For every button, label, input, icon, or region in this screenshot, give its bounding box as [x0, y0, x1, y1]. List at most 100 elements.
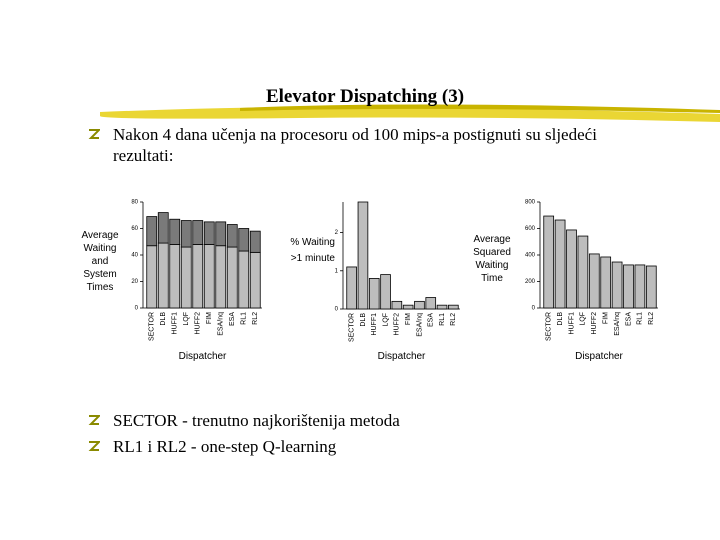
y-tick-label: 0	[335, 307, 339, 313]
bar-segment	[157, 212, 169, 244]
x-tick-label: RL2	[648, 312, 655, 325]
x-axis-label: Dispatcher	[575, 351, 623, 362]
x-tick-label: SECTOR	[149, 312, 156, 341]
x-tick-label: LQF	[580, 312, 587, 326]
y-axis-label: Times	[87, 282, 114, 293]
bar-segment	[146, 245, 158, 309]
x-tick-label: RL2	[252, 312, 259, 325]
bar	[346, 266, 357, 310]
bar	[600, 256, 612, 309]
x-tick-label: RL1	[241, 312, 248, 325]
y-axis-label: Waiting	[476, 260, 509, 271]
bar-segment	[157, 242, 169, 309]
bar	[645, 265, 657, 309]
y-axis-label: and	[92, 256, 109, 267]
bar	[402, 304, 414, 310]
y-axis-label: >1 minute	[291, 253, 336, 264]
bullet-text: SECTOR - trenutno najkorištenija metoda	[113, 411, 400, 430]
x-tick-label: HUFF2	[591, 312, 598, 335]
x-tick-label: FIM	[603, 312, 610, 324]
bar	[554, 219, 566, 309]
bar-segment	[192, 243, 204, 309]
y-tick-label: 0	[135, 306, 139, 312]
x-tick-label: ESA/nq	[218, 312, 225, 336]
x-tick-label: DLB	[360, 313, 367, 327]
bar-segment	[169, 218, 181, 245]
x-tick-label: LQF	[183, 312, 190, 326]
x-tick-label: ESA	[428, 313, 435, 327]
y-tick-label: 200	[525, 279, 536, 285]
x-tick-label: RL1	[439, 313, 446, 326]
x-tick-label: ESA/nq	[614, 312, 621, 336]
bar	[634, 264, 646, 309]
x-tick-label: DLB	[160, 312, 167, 326]
x-tick-label: HUFF2	[394, 313, 401, 336]
bullet-mark	[88, 441, 100, 451]
bar	[357, 201, 369, 310]
bar	[414, 300, 425, 310]
x-tick-label: SECTOR	[348, 313, 355, 342]
x-tick-label: HUFF2	[195, 312, 202, 335]
bullet-mark	[88, 129, 100, 139]
y-tick-label: 1	[335, 268, 339, 274]
bar-segment	[249, 230, 261, 253]
y-axis-label: Time	[481, 273, 503, 284]
bullet-text: RL1 i RL2 - one-step Q-learning	[113, 437, 337, 456]
x-tick-label: HUFF1	[371, 313, 378, 336]
bar-segment	[180, 246, 192, 309]
bar	[623, 264, 634, 309]
y-tick-label: 60	[131, 226, 138, 232]
bullet-text: Nakon 4 dana učenja na procesoru od 100 …	[113, 125, 597, 165]
x-tick-label: ESA	[625, 312, 632, 326]
bullet-mark	[88, 415, 100, 425]
x-tick-label: HUFF1	[568, 312, 575, 335]
bar-segment	[203, 243, 215, 309]
y-axis-label: Waiting	[84, 243, 117, 254]
bar-segment	[180, 220, 192, 248]
bar-segment	[238, 250, 250, 309]
y-tick-label: 40	[131, 253, 138, 259]
y-tick-label: 20	[131, 279, 138, 285]
bar	[425, 297, 437, 310]
bar-segment	[249, 251, 261, 309]
bar	[368, 278, 380, 310]
bar-segment	[203, 221, 215, 245]
x-axis-label: Dispatcher	[179, 351, 227, 362]
bar	[588, 253, 600, 309]
bar	[436, 304, 448, 310]
bullet: Nakon 4 dana učenja na procesoru od 100 …	[88, 124, 623, 166]
bar	[566, 229, 577, 309]
bar-segment	[226, 246, 238, 309]
y-tick-label: 600	[525, 226, 536, 232]
y-axis-label: Squared	[473, 247, 511, 258]
y-tick-label: 0	[532, 306, 536, 312]
x-tick-label: SECTOR	[546, 312, 553, 341]
bar-segment	[215, 221, 227, 247]
x-tick-label: DLB	[557, 312, 564, 326]
bar	[380, 274, 391, 310]
y-tick-label: 2	[335, 230, 339, 236]
x-tick-label: FIM	[405, 313, 412, 325]
bar	[611, 261, 623, 309]
bar-segment	[192, 220, 204, 245]
x-tick-label: FIM	[206, 312, 213, 324]
bar-segment	[238, 228, 250, 252]
bar-segment	[146, 216, 158, 247]
x-tick-label: RL1	[637, 312, 644, 325]
x-tick-label: ESA	[229, 312, 236, 326]
slide-title: Elevator Dispatching (3)	[265, 86, 465, 107]
y-axis-label: Average	[473, 234, 511, 245]
title-underline-stroke	[240, 104, 720, 113]
bar	[543, 215, 555, 309]
y-tick-label: 800	[525, 200, 536, 206]
bar	[391, 300, 403, 310]
bar	[448, 304, 459, 310]
x-axis-label: Dispatcher	[378, 351, 426, 362]
bar	[577, 235, 589, 309]
y-axis-label: System	[83, 269, 116, 280]
bar-segment	[226, 224, 238, 248]
x-tick-label: HUFF1	[172, 312, 179, 335]
bullet: RL1 i RL2 - one-step Q-learning	[88, 436, 337, 457]
